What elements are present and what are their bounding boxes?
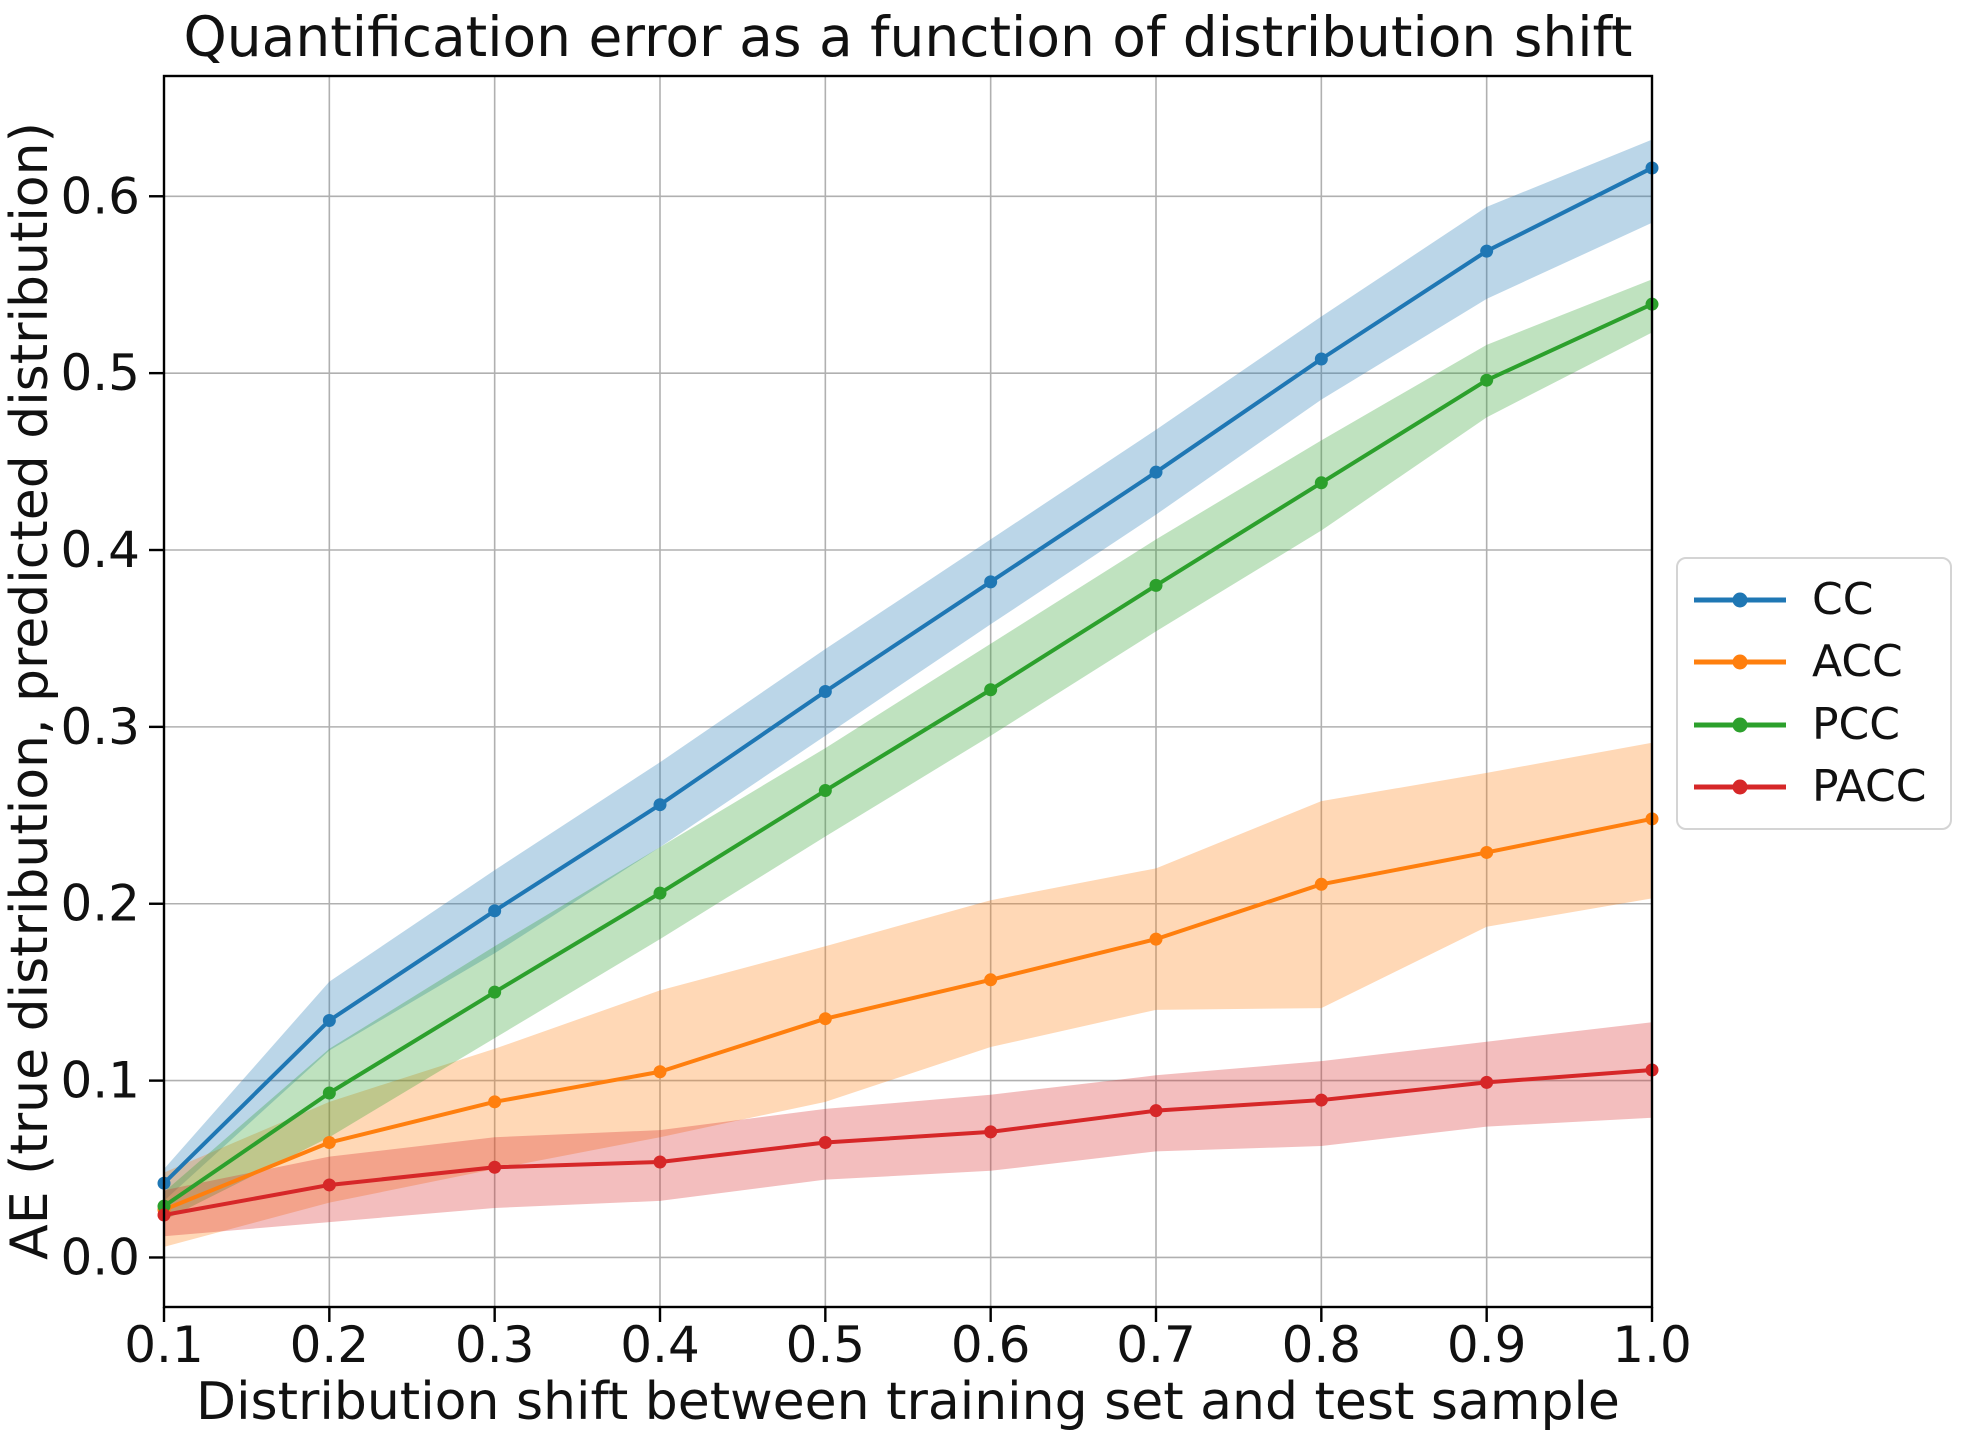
series-band-pacc — [164, 1022, 1652, 1237]
data-point-cc — [653, 798, 667, 812]
x-axis-label: Distribution shift between training set … — [196, 1372, 1620, 1432]
data-point-cc — [322, 1013, 336, 1027]
data-point-acc — [1314, 877, 1328, 891]
x-tick-label: 0.6 — [951, 1316, 1031, 1374]
x-tick-label: 0.7 — [1116, 1316, 1196, 1374]
plot-border — [162, 74, 1654, 1309]
data-point-pacc — [1314, 1093, 1328, 1107]
y-tick-label: 0.4 — [60, 521, 140, 579]
x-tick-label: 0.9 — [1447, 1316, 1527, 1374]
legend-line-sample-acc — [1694, 654, 1786, 670]
y-tick-label: 0.6 — [60, 167, 140, 225]
data-point-acc — [984, 973, 998, 987]
legend-sample-marker — [1732, 654, 1748, 670]
legend-item-acc: ACC — [1692, 640, 1950, 684]
data-point-acc — [1480, 845, 1494, 859]
series-line-cc — [162, 165, 1654, 1186]
y-tick-label: 0.5 — [60, 344, 140, 402]
data-point-pcc — [1480, 373, 1494, 387]
data-point-pacc — [1149, 1104, 1163, 1118]
x-tick-label: 0.1 — [124, 1316, 204, 1374]
y-tick-label: 0.1 — [60, 1052, 140, 1110]
data-point-pacc — [488, 1160, 502, 1174]
data-point-cc — [1480, 244, 1494, 258]
series-line-pacc — [162, 1067, 1654, 1218]
data-point-pacc — [1480, 1075, 1494, 1089]
data-point-cc — [1314, 352, 1328, 366]
data-point-pcc — [1314, 476, 1328, 490]
legend-line-sample-cc — [1694, 592, 1786, 608]
data-point-pcc — [322, 1086, 336, 1100]
data-point-pcc — [1149, 578, 1163, 592]
data-point-acc — [1149, 932, 1163, 946]
x-tick-label: 0.3 — [455, 1316, 535, 1374]
data-point-acc — [818, 1012, 832, 1026]
series-line-pcc — [162, 302, 1654, 1209]
y-tick-label: 0.2 — [60, 875, 140, 933]
data-point-pacc — [322, 1178, 336, 1192]
y-axis-label: AE (true distribution, predicted distrib… — [0, 122, 60, 1260]
y-tick-label: 0.3 — [60, 698, 140, 756]
series-band-acc — [164, 742, 1652, 1247]
legend-item-cc: CC — [1692, 578, 1950, 622]
x-tick-label: 0.4 — [620, 1316, 700, 1374]
data-point-cc — [984, 575, 998, 589]
data-point-pcc — [653, 886, 667, 900]
series-band-pcc — [164, 279, 1652, 1221]
data-point-cc — [1149, 465, 1163, 479]
legend: CC ACC PCC PACC — [1676, 557, 1952, 830]
y-tick-label: 0.0 — [60, 1228, 140, 1286]
data-point-pcc — [818, 784, 832, 798]
x-tick-label: 0.5 — [786, 1316, 866, 1374]
x-tick-label: 1.0 — [1612, 1316, 1692, 1374]
data-point-pacc — [818, 1136, 832, 1150]
data-point-pacc — [653, 1155, 667, 1169]
legend-sample-marker — [1732, 592, 1748, 608]
data-point-acc — [488, 1095, 502, 1109]
data-point-pcc — [984, 683, 998, 697]
data-point-pacc — [984, 1125, 998, 1139]
legend-label-cc: CC — [1812, 574, 1874, 626]
legend-item-pacc: PACC — [1692, 760, 1950, 812]
series-band-cc — [164, 139, 1652, 1201]
legend-label-pacc: PACC — [1812, 760, 1927, 812]
legend-line-sample-pcc — [1694, 717, 1786, 733]
legend-label-acc: ACC — [1812, 636, 1903, 688]
data-point-acc — [653, 1065, 667, 1079]
series-line-acc — [162, 816, 1654, 1212]
legend-sample-marker — [1732, 779, 1748, 795]
x-tick-label: 0.8 — [1282, 1316, 1362, 1374]
data-point-cc — [488, 904, 502, 918]
legend-sample-marker — [1732, 717, 1748, 733]
data-point-acc — [322, 1136, 336, 1150]
data-point-pcc — [488, 985, 502, 999]
legend-item-pcc: PCC — [1692, 698, 1950, 750]
legend-line-sample-pacc — [1694, 779, 1786, 795]
legend-label-pcc: PCC — [1812, 698, 1900, 750]
data-point-cc — [818, 685, 832, 698]
x-tick-label: 0.2 — [290, 1316, 370, 1374]
chart-title: Quantification error as a function of di… — [183, 5, 1633, 69]
